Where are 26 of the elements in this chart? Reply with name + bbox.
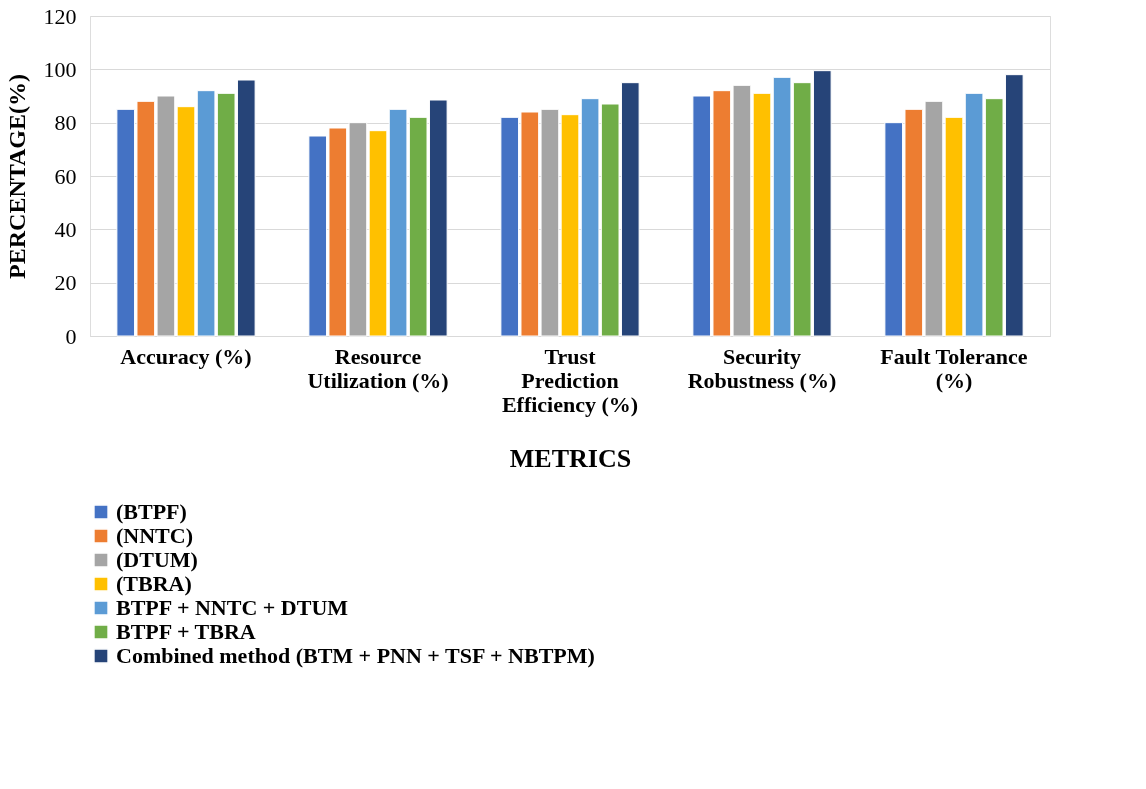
y-tick-label: 120 [43, 3, 77, 29]
bar [944, 116, 964, 337]
y-axis-title: PERCENTAGE(%) [3, 74, 30, 279]
bar [176, 106, 196, 337]
x-tick-label: Accuracy (%) [120, 343, 252, 369]
legend-label: BTPF + TBRA [116, 619, 256, 644]
bar [752, 92, 772, 337]
y-tick-label: 0 [65, 323, 77, 349]
y-tick-label: 40 [54, 216, 77, 242]
x-tick-label: Resource Utilization (%) [307, 343, 449, 393]
x-axis-title: METRICS [509, 443, 632, 473]
y-tick-label: 80 [54, 110, 77, 136]
legend-label: BTPF + NNTC + DTUM [116, 595, 349, 620]
legend-label: (BTPF) [116, 499, 187, 524]
y-tick-label: 60 [54, 163, 77, 189]
x-tick-label: Fault Tolerance (%) [880, 343, 1028, 393]
x-tick-label: Security Robustness (%) [687, 343, 837, 393]
y-tick-label: 100 [43, 56, 77, 82]
legend-label: (NNTC) [116, 523, 193, 548]
legend-label: (DTUM) [116, 547, 198, 572]
x-tick-label: Trust Prediction Efficiency (%) [501, 343, 639, 417]
legend-label: Combined method (BTM + PNN + TSF + NBTPM) [116, 643, 595, 668]
y-tick-label: 20 [54, 270, 77, 296]
bar [368, 130, 388, 337]
legend-label: (TBRA) [116, 571, 192, 596]
bar [560, 114, 580, 337]
